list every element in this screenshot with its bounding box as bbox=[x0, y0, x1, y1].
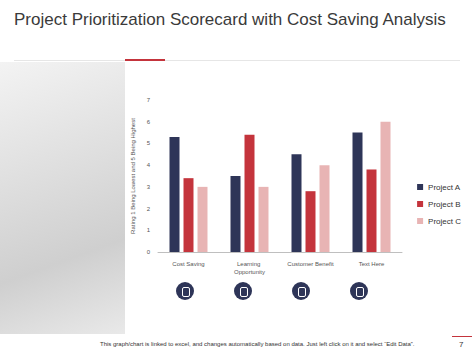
html-text:7: 7 bbox=[459, 340, 464, 349]
svg-text:4: 4 bbox=[147, 162, 151, 168]
svg-text:7: 7 bbox=[147, 97, 151, 103]
svg-text:5: 5 bbox=[147, 140, 151, 146]
svg-text:6: 6 bbox=[147, 119, 151, 125]
svg-text:3: 3 bbox=[147, 184, 151, 190]
svg-text:Project C: Project C bbox=[428, 217, 461, 226]
svg-text:Rating 1 Being Lowest and 5 Be: Rating 1 Being Lowest and 5 Being Highes… bbox=[130, 118, 136, 234]
html-text:This graph/chart is linked to: This graph/chart is linked to excel, and… bbox=[100, 341, 415, 347]
svg-text:Learning: Learning bbox=[237, 261, 262, 267]
svg-text:Opportunity: Opportunity bbox=[234, 269, 265, 275]
svg-text:Customer Benefit: Customer Benefit bbox=[287, 261, 334, 267]
svg-text:Cost Saving: Cost Saving bbox=[172, 261, 204, 267]
svg-text:0: 0 bbox=[147, 249, 151, 255]
svg-text:Text Here: Text Here bbox=[359, 261, 385, 267]
svg-text:Project B: Project B bbox=[428, 200, 460, 209]
svg-text:2: 2 bbox=[147, 206, 151, 212]
svg-text:1: 1 bbox=[147, 227, 151, 233]
html-text:Project Prioritization Scoreca: Project Prioritization Scorecard with Co… bbox=[14, 10, 446, 29]
svg-text:Project A: Project A bbox=[428, 183, 461, 192]
